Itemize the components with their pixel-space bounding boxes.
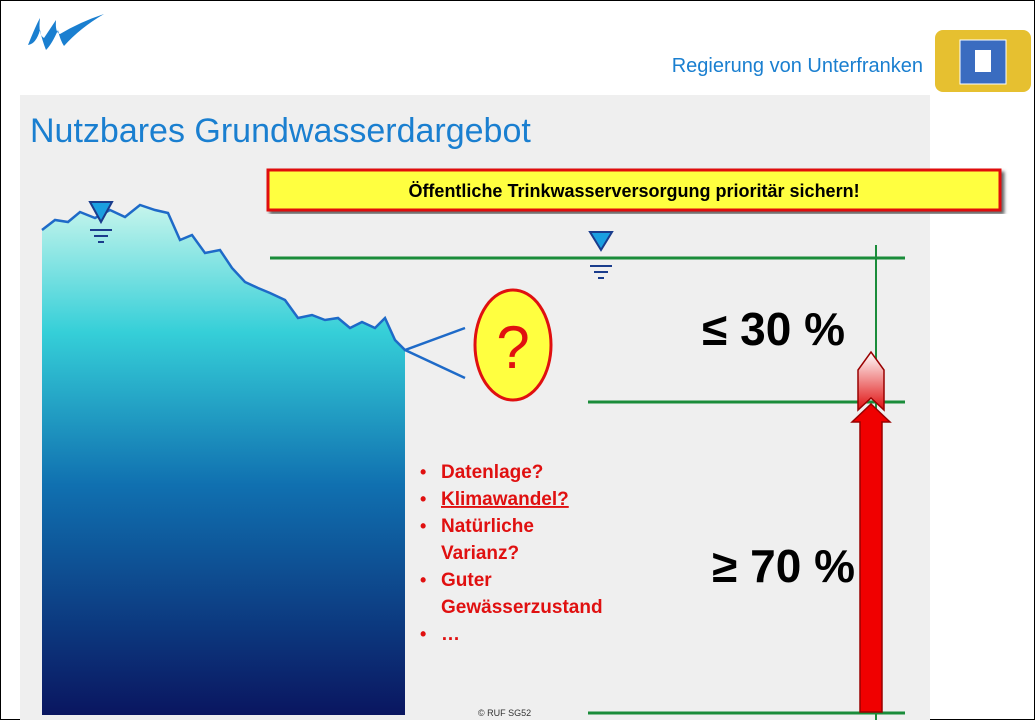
banner-text: Öffentliche Trinkwasserversorgung priori… [408,181,859,201]
upper-share: ≤ 30 % [702,303,845,355]
bullet-text: … [441,624,460,645]
bullet-text: Natürliche [441,516,534,537]
bullet-symbol: • [420,624,426,644]
bullet-text: Gewässerzustand [441,597,603,618]
question-mark: ? [496,314,529,381]
bullet-symbol: • [420,570,426,590]
coat-of-arms [935,30,1031,92]
organization: Regierung von Unterfranken [672,55,923,77]
bullet-symbol: • [420,516,426,536]
bullet-symbol: • [420,462,426,482]
bullet-symbol: • [420,489,426,509]
slide: Regierung von Unterfranken Nutzbares Gru… [0,0,1035,720]
bullet-text: Guter [441,570,492,591]
bullet-text: Varianz? [441,543,519,564]
slide-title: Nutzbares Grundwasserdargebot [30,112,531,150]
bullet-text: Datenlage? [441,462,543,483]
lower-share: ≥ 70 % [712,540,855,592]
bullet-text: Klimawandel? [441,489,569,510]
copyright: © RUF SG52 [478,708,531,718]
